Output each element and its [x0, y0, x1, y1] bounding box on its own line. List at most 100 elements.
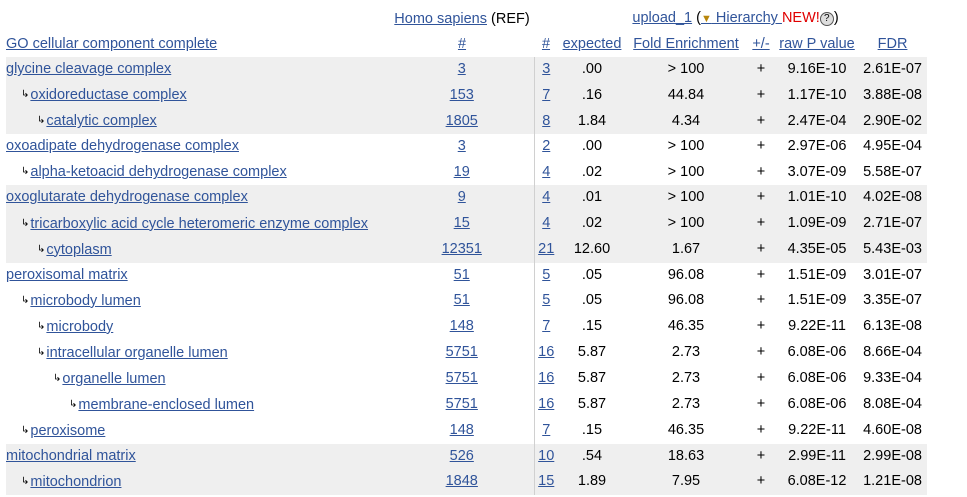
- table-row: ↳microbody 148 7 .15 46.35 +9.22E-11 6.13E-08: [6, 313, 927, 340]
- term-cell: ↳alpha-ketoacid dehydrogenase complex: [6, 159, 390, 185]
- ref-count-link[interactable]: 148: [449, 422, 474, 439]
- count-link[interactable]: 7: [542, 422, 551, 439]
- count-link[interactable]: 10: [538, 447, 555, 464]
- count-link[interactable]: 3: [542, 61, 551, 78]
- term-link[interactable]: microbody: [46, 318, 114, 335]
- fdr-cell: 3.88E-08: [858, 82, 928, 109]
- term-link[interactable]: glycine cleavage complex: [6, 61, 172, 78]
- term-link[interactable]: mitochondrial matrix: [6, 447, 136, 464]
- expected-cell: .02: [558, 210, 626, 237]
- term-link[interactable]: oxoadipate dehydrogenase complex: [6, 138, 239, 155]
- ref-count-link[interactable]: 5751: [445, 344, 478, 361]
- fold-cell: 7.95: [626, 468, 746, 495]
- count-link[interactable]: 4: [542, 163, 551, 180]
- ref-count-link[interactable]: 1848: [445, 473, 478, 490]
- expected-cell: .05: [581, 266, 603, 283]
- count-link[interactable]: 4: [542, 189, 551, 206]
- header-row-top: Homo sapiens (REF) upload_1 (▼ Hierarchy…: [6, 6, 927, 32]
- count-link[interactable]: 2: [542, 138, 551, 155]
- child-arrow-icon: ↳: [21, 475, 30, 487]
- count-link[interactable]: 16: [538, 344, 555, 361]
- pvalue-cell: 6.08E-06: [787, 370, 847, 387]
- expected-cell: 1.89: [558, 468, 626, 495]
- count-link[interactable]: 21: [538, 241, 555, 258]
- term-link[interactable]: cytoplasm: [46, 241, 112, 258]
- count-link[interactable]: 5: [542, 266, 551, 283]
- term-link[interactable]: organelle lumen: [62, 370, 166, 387]
- term-link[interactable]: alpha-ketoacid dehydrogenase complex: [30, 164, 287, 181]
- fold-cell: 96.08: [667, 266, 705, 283]
- term-link[interactable]: microbody lumen: [30, 292, 141, 309]
- ref-count-link[interactable]: 5751: [445, 396, 478, 413]
- term-cell: ↳membrane-enclosed lumen: [6, 392, 390, 418]
- count-link[interactable]: 4: [542, 215, 551, 232]
- count-link[interactable]: 16: [538, 396, 555, 413]
- new-badge: NEW!: [781, 10, 820, 26]
- direction-cell: +: [756, 163, 766, 180]
- count-link[interactable]: 7: [542, 86, 551, 103]
- count-link[interactable]: 15: [538, 473, 555, 490]
- ref-count-link[interactable]: 526: [449, 447, 474, 464]
- fold-cell: > 100: [626, 57, 746, 83]
- pvalue-cell: 1.09E-09: [776, 210, 858, 237]
- count-cell: 7: [533, 82, 558, 109]
- table-row: glycine cleavage complex 3 3 .00 > 100 +9.16E…: [6, 57, 928, 83]
- term-cell: ↳catalytic complex: [6, 108, 390, 135]
- term-cell: ↳microbody: [6, 314, 390, 340]
- term-link[interactable]: tricarboxylic acid cycle heteromeric enz…: [30, 215, 369, 232]
- ref-count-link[interactable]: 9: [457, 189, 466, 206]
- term-link[interactable]: intracellular organelle lumen: [46, 344, 228, 361]
- count-cell: 4: [533, 159, 558, 186]
- term-link[interactable]: membrane-enclosed lumen: [78, 396, 255, 413]
- fdr-cell: 6.13E-08: [863, 318, 922, 335]
- upload-link[interactable]: upload_1: [632, 10, 693, 26]
- ref-count-link[interactable]: 12351: [441, 241, 482, 258]
- ref-count-link[interactable]: 3: [457, 61, 466, 78]
- term-link[interactable]: oxoglutarate dehydrogenase complex: [6, 189, 248, 206]
- hierarchy-toggle[interactable]: ▼ Hierarchy: [700, 10, 782, 26]
- ref-species-link[interactable]: Homo sapiens: [394, 10, 487, 27]
- term-link[interactable]: catalytic complex: [46, 113, 157, 130]
- count-cell: 4: [533, 185, 558, 211]
- table-row: ↳tricarboxylic acid cycle heteromeric en…: [6, 210, 928, 237]
- expected-cell: .16: [558, 82, 626, 109]
- term-link[interactable]: oxidoreductase complex: [30, 87, 187, 104]
- ref-count-link[interactable]: 51: [453, 292, 470, 309]
- fdr-cell: 5.43E-03: [858, 236, 928, 263]
- pvalue-cell: 1.01E-10: [776, 185, 858, 211]
- fdr-cell: 9.33E-04: [863, 370, 922, 387]
- count-link[interactable]: 7: [542, 318, 551, 335]
- ref-count-cell: 1805: [390, 108, 534, 135]
- pvalue-cell: 3.07E-09: [787, 163, 847, 180]
- expected-cell: 1.84: [558, 108, 626, 135]
- direction-cell: +: [746, 82, 776, 109]
- ref-count-link[interactable]: 51: [453, 266, 470, 283]
- count-cell: 10: [533, 443, 558, 469]
- table-row: ↳intracellular organelle lumen 5751 16 5.87…: [6, 339, 927, 366]
- count-link[interactable]: 8: [542, 112, 551, 129]
- expected-cell: .15: [581, 422, 603, 439]
- ref-count-link[interactable]: 1805: [445, 112, 478, 129]
- count-link[interactable]: 5: [542, 292, 551, 309]
- direction-cell: +: [746, 236, 776, 263]
- term-link[interactable]: peroxisome: [30, 422, 106, 439]
- ref-suffix: (REF): [491, 10, 530, 27]
- expected-cell: 5.87: [577, 396, 607, 413]
- ref-count-cell: 9: [390, 185, 534, 211]
- ref-count-link[interactable]: 153: [449, 86, 474, 103]
- ref-count-link[interactable]: 5751: [445, 370, 478, 387]
- fdr-cell: 4.02E-08: [858, 185, 928, 211]
- ref-count-link[interactable]: 148: [449, 318, 474, 335]
- help-icon[interactable]: ?: [819, 12, 834, 26]
- ref-count-link[interactable]: 19: [453, 163, 470, 180]
- count-cell: 3: [533, 57, 558, 83]
- fdr-cell: 4.95E-04: [863, 138, 922, 155]
- term-link[interactable]: mitochondrion: [30, 473, 122, 490]
- count-cell: 2: [533, 134, 558, 160]
- col-direction-header: +/-: [752, 36, 770, 52]
- term-cell: mitochondrial matrix: [6, 443, 390, 469]
- count-link[interactable]: 16: [538, 370, 555, 387]
- term-link[interactable]: peroxisomal matrix: [6, 266, 128, 283]
- ref-count-link[interactable]: 3: [457, 138, 466, 155]
- ref-count-link[interactable]: 15: [453, 215, 470, 232]
